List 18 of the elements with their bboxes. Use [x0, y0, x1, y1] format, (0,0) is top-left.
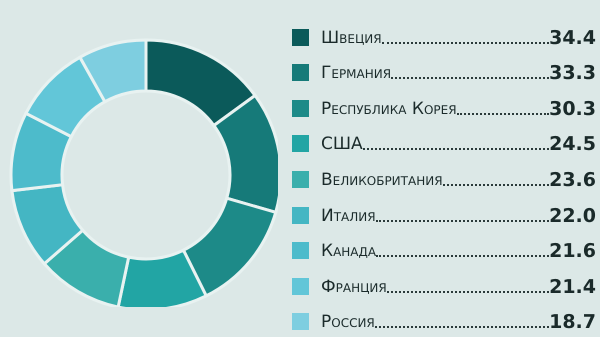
legend-label: Великобритания	[321, 168, 443, 192]
data-label: 21.4	[549, 274, 596, 300]
legend-label: Италия	[321, 204, 376, 228]
data-label: 33.3	[549, 61, 596, 86]
data-label: 30.3	[549, 96, 596, 122]
data-label: 23.6	[549, 168, 596, 193]
data-label: 21.6	[549, 239, 596, 264]
legend-label: Канада	[321, 240, 376, 264]
data-label: 22.0	[549, 204, 596, 229]
legend-label: Россия	[321, 311, 375, 334]
data-label: 24.5	[549, 132, 596, 158]
legend-label: Республика Корея	[321, 98, 457, 121]
data-label: 18.7	[549, 310, 596, 336]
data-label: 34.4	[549, 26, 596, 51]
legend-label: Франция	[321, 276, 387, 299]
legend-label: США	[321, 133, 363, 156]
legend-label: Швеция	[321, 26, 382, 50]
legend-label: Германия	[321, 62, 392, 86]
